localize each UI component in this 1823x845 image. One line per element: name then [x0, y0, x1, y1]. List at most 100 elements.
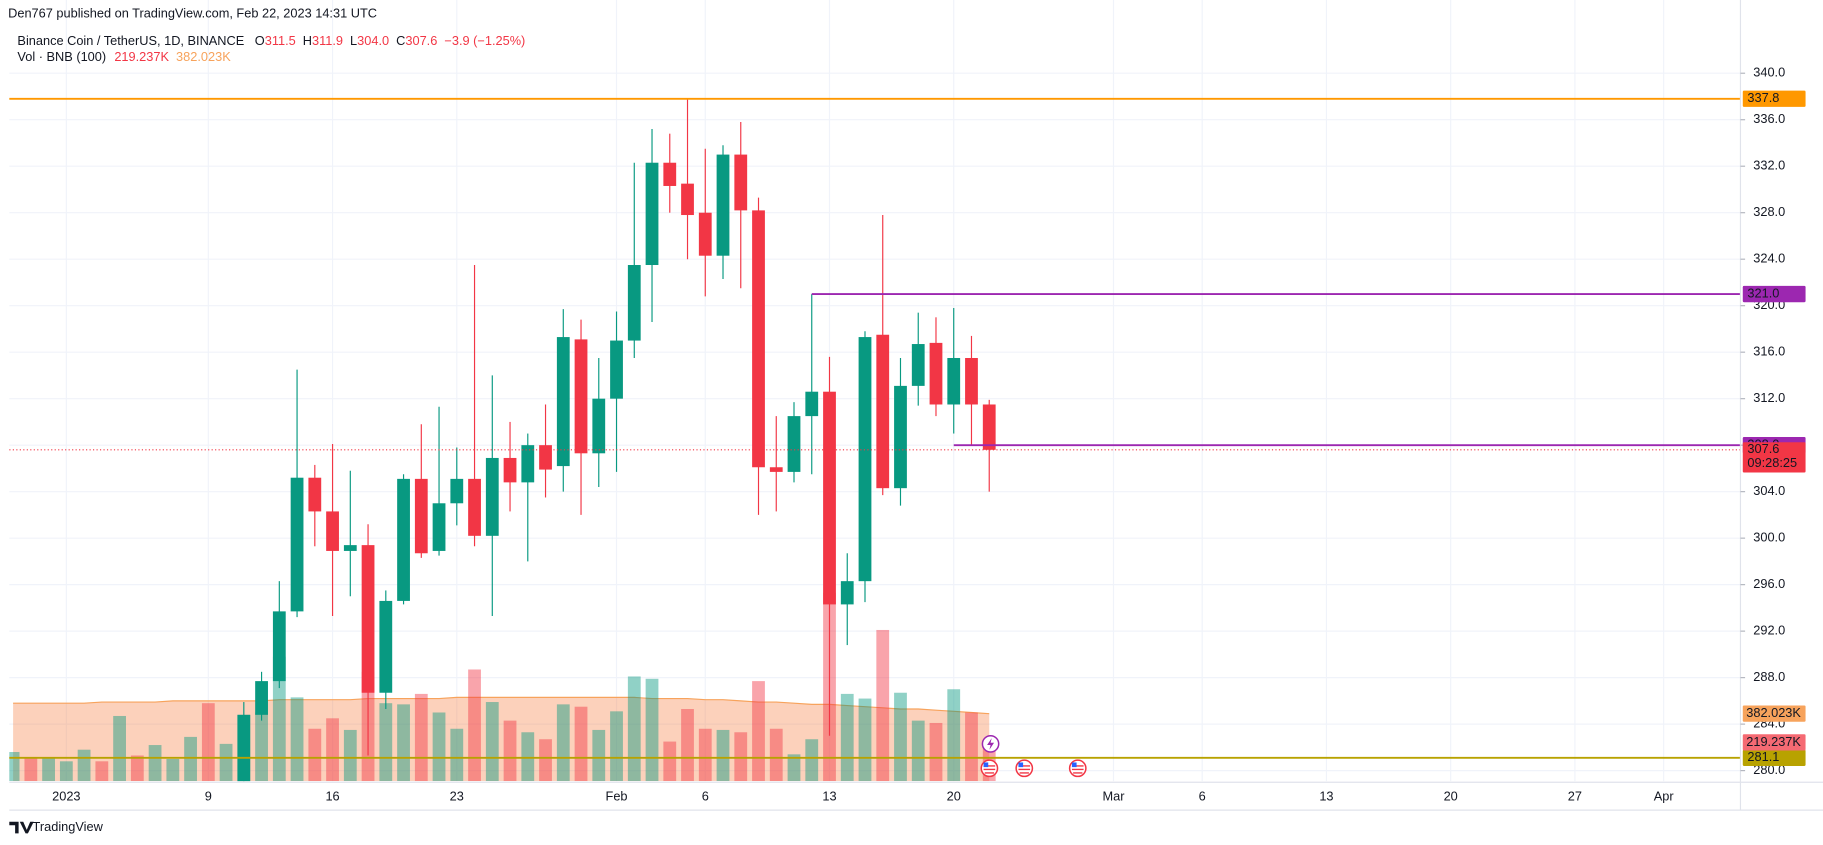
volume-bar: [255, 712, 268, 782]
symbol-title: Binance Coin / TetherUS, 1D, BINANCE: [17, 33, 244, 48]
x-tick-label: 20: [1444, 789, 1458, 804]
volume-bar: [184, 736, 197, 782]
economic-event[interactable]: [1015, 759, 1034, 778]
candle-body: [574, 339, 588, 454]
candle-body: [769, 467, 783, 472]
volume-bar: [947, 689, 961, 782]
x-tick-label: 13: [1319, 789, 1333, 804]
candle-body: [805, 391, 819, 417]
volume-bar: [468, 669, 481, 782]
volume-label-box: [1742, 734, 1806, 751]
volume-bar: [876, 629, 890, 782]
x-tick-label: Feb: [606, 789, 628, 804]
candle-body: [308, 477, 322, 512]
candle-body: [947, 357, 961, 405]
volume-name: Vol · BNB (100): [17, 49, 106, 64]
y-tick-label: 312.0: [1753, 390, 1785, 405]
volume-bar: [645, 678, 659, 782]
volume-bar: [965, 712, 978, 782]
ohlc-value: 304.0: [357, 33, 389, 48]
volume-bar: [397, 704, 410, 782]
candle-body: [752, 210, 765, 468]
candle-body: [556, 337, 570, 467]
volume-bar: [521, 732, 535, 782]
x-tick-label: 27: [1568, 789, 1582, 804]
candle-body: [237, 714, 251, 782]
ohlc-label: O: [255, 33, 265, 48]
volume-bar: [343, 729, 357, 782]
candle-body: [787, 416, 801, 472]
candle-body: [698, 212, 712, 256]
x-tick-label: Apr: [1654, 789, 1675, 804]
volume-bar: [716, 729, 730, 782]
economic-event[interactable]: [1068, 759, 1087, 778]
x-tick-label: 13: [822, 789, 836, 804]
volume-bar: [627, 676, 641, 782]
price-pane: [237, 98, 996, 782]
volume-bar: [379, 703, 393, 782]
volume-bar: [201, 703, 215, 782]
level-label: 321.0: [1747, 285, 1779, 300]
candle-body: [965, 357, 978, 405]
level-label-box: [1742, 90, 1806, 107]
candle-body: [894, 385, 907, 489]
footer-logo[interactable]: [9, 821, 34, 834]
candle-body: [645, 162, 659, 266]
footer-brand[interactable]: TradingView: [33, 819, 104, 834]
volume-bar: [734, 732, 748, 782]
ohlc-label: C: [396, 33, 405, 48]
y-tick-label: 296.0: [1753, 576, 1785, 591]
volume-label-box: [1742, 705, 1806, 722]
candle-body: [663, 162, 677, 186]
volume-ma-line: [13, 696, 990, 715]
economic-event[interactable]: [980, 759, 999, 778]
event-icons: [980, 734, 1087, 778]
axis-labels: 337.8321.0308.0281.1307.609:28:25382.023…: [1742, 90, 1806, 766]
volume-label: 382.023K: [1746, 705, 1801, 720]
volume-bar: [432, 712, 446, 782]
volume-bar: [894, 692, 907, 782]
volume-bar: [148, 745, 162, 782]
ohlc-change: −3.9 (−1.25%): [444, 33, 525, 48]
candle-body: [450, 478, 464, 504]
volume-bar: [805, 739, 819, 782]
ohlc-value: 311.9: [312, 33, 343, 48]
y-tick-label: 292.0: [1753, 623, 1785, 638]
candle-body: [982, 404, 996, 450]
y-tick-label: 332.0: [1753, 158, 1785, 173]
candle-body: [521, 445, 535, 483]
x-tick-label: 6: [1199, 789, 1206, 804]
last-price-box: [1742, 442, 1806, 473]
x-tick-label: 20: [947, 789, 961, 804]
x-tick-label: 9: [205, 789, 212, 804]
volume-bar: [113, 715, 126, 782]
candle-body: [432, 503, 446, 551]
countdown-label: 09:28:25: [1747, 455, 1797, 470]
volume-bar: [539, 739, 552, 782]
volume-bar: [769, 728, 783, 782]
volume-label: 219.237K: [1746, 734, 1801, 749]
legend-volume: Vol · BNB (100) 219.237K 382.023K: [17, 49, 231, 64]
y-tick-label: 324.0: [1753, 251, 1785, 266]
volume-bar: [663, 741, 677, 782]
volume-ma-value: 382.023K: [176, 49, 231, 64]
volume-bar: [574, 706, 588, 782]
volume-bar: [290, 697, 304, 782]
event-icon-glyph: [987, 738, 995, 750]
candle-body: [379, 600, 393, 693]
y-tick-label: 336.0: [1753, 111, 1785, 126]
grid: [9, 0, 1741, 782]
flag-canton: [1071, 762, 1077, 768]
volume-bar: [752, 681, 765, 782]
candle-body: [326, 511, 339, 551]
candle-body: [255, 681, 268, 715]
candle-body: [823, 391, 836, 605]
volume-bar: [556, 704, 570, 782]
volume-bar: [450, 728, 464, 782]
candle-body: [858, 337, 872, 582]
candle-body: [361, 545, 375, 693]
volume-bar: [698, 728, 712, 782]
x-tick-label: Mar: [1102, 789, 1125, 804]
